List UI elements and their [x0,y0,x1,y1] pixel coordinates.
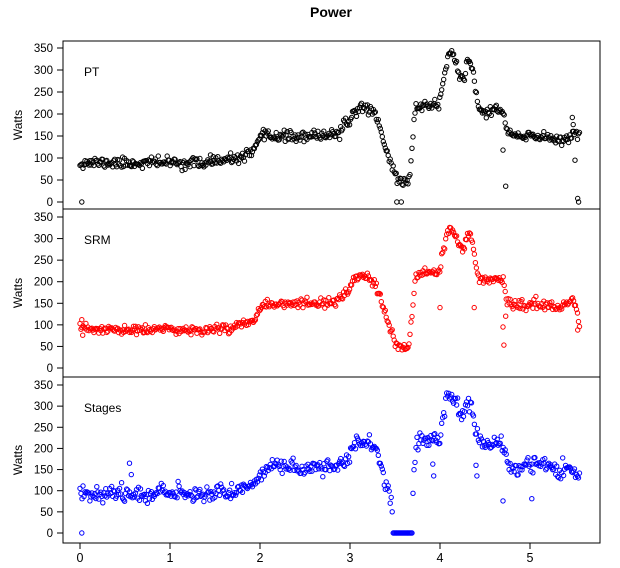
svg-text:150: 150 [34,131,53,143]
series-stages [77,390,583,536]
svg-text:2: 2 [257,551,264,565]
panel-pt-border [62,40,601,210]
data-points [77,48,583,536]
svg-text:100: 100 [34,486,53,498]
chart-title: Power [310,4,353,20]
y-axis-title-pt: Watts [11,110,25,140]
svg-text:300: 300 [34,401,53,413]
panel-label-srm: SRM [84,233,111,247]
svg-text:1: 1 [167,551,174,565]
panel-srm-border [62,208,601,378]
y-axis-title-stages: Watts [11,445,25,475]
svg-text:100: 100 [34,153,53,165]
svg-text:0: 0 [47,363,53,375]
svg-text:50: 50 [40,175,53,187]
svg-text:0: 0 [77,551,84,565]
svg-text:250: 250 [34,255,53,267]
svg-text:250: 250 [34,422,53,434]
svg-text:5: 5 [527,551,534,565]
svg-text:350: 350 [34,380,53,392]
svg-text:200: 200 [34,443,53,455]
panel-label-pt: PT [84,65,100,79]
svg-text:3: 3 [347,551,354,565]
svg-text:200: 200 [34,277,53,289]
svg-text:300: 300 [34,65,53,77]
panel-stages-border [62,376,601,544]
axis-ticks: 0501001502002503003500501001502002503003… [34,43,534,565]
svg-text:350: 350 [34,212,53,224]
y-axis-title-srm: Watts [11,278,25,308]
svg-text:200: 200 [34,109,53,121]
svg-text:50: 50 [40,341,53,353]
panel-label-stages: Stages [84,401,121,415]
svg-text:4: 4 [437,551,444,565]
svg-text:150: 150 [34,465,53,477]
svg-text:0: 0 [47,528,53,540]
svg-text:150: 150 [34,298,53,310]
svg-text:250: 250 [34,87,53,99]
svg-text:50: 50 [40,507,53,519]
svg-text:300: 300 [34,234,53,246]
series-pt [77,48,583,205]
svg-text:100: 100 [34,320,53,332]
series-srm [77,224,583,353]
svg-text:350: 350 [34,43,53,55]
svg-text:0: 0 [47,197,53,209]
